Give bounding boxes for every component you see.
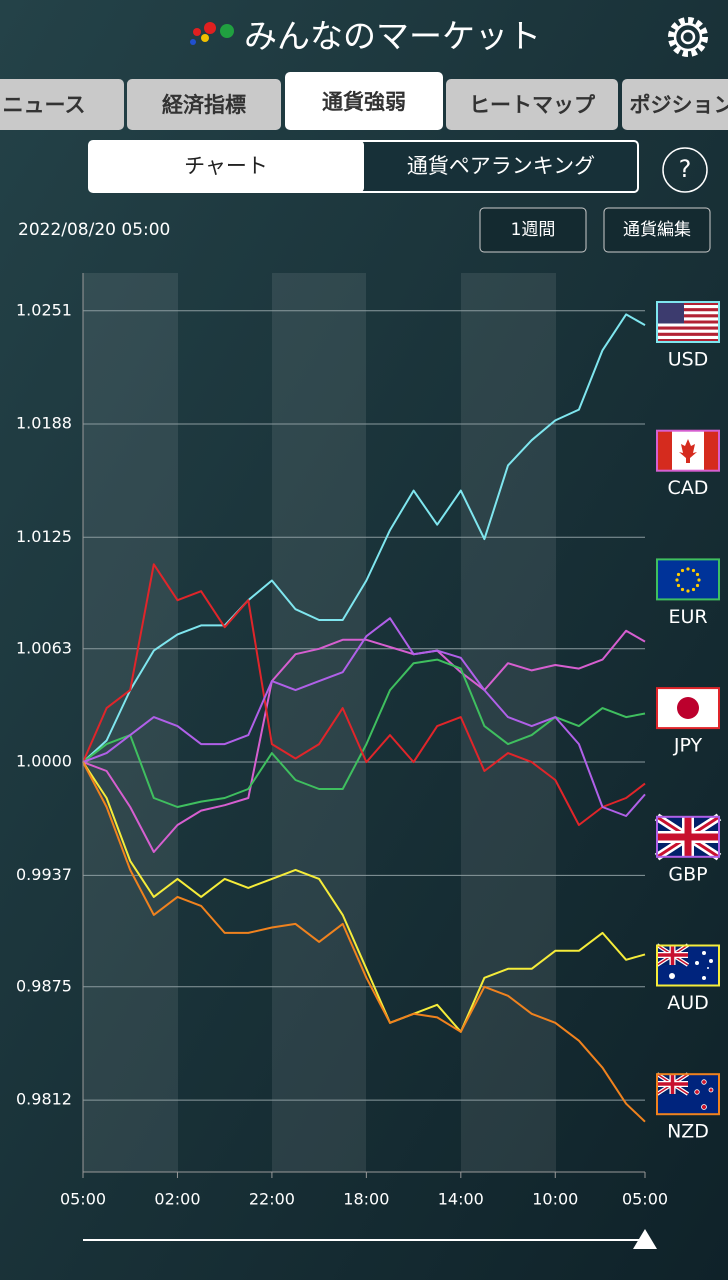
flag-border — [656, 815, 720, 858]
flag-aud — [657, 945, 719, 985]
flag-gbp — [657, 817, 719, 857]
x-tick-label: 05:00 — [622, 1190, 668, 1209]
tab-label[interactable]: 通貨強弱 — [322, 90, 406, 114]
period-button[interactable] — [479, 207, 587, 253]
series-line — [82, 629, 646, 853]
flag-border — [656, 429, 720, 472]
chart-bands — [83, 273, 556, 1172]
series-line — [82, 563, 646, 826]
flag-jpy — [657, 688, 719, 728]
tab-selected[interactable] — [285, 72, 443, 130]
x-tick-label: 14:00 — [438, 1190, 484, 1209]
button-label[interactable]: 1週間 — [511, 220, 556, 240]
y-tick-label: 1.0251 — [16, 300, 72, 319]
lines — [82, 313, 646, 1123]
flag-border — [656, 944, 720, 987]
tab[interactable] — [446, 79, 618, 130]
tab-label[interactable]: 経済指標 — [162, 93, 246, 117]
app-title: みんなのマーケット — [244, 17, 541, 56]
flag-border — [656, 1073, 720, 1116]
x-tick-label: 05:00 — [60, 1190, 106, 1209]
flag-border — [656, 687, 720, 730]
segment-label[interactable]: 通貨ペアランキング — [407, 154, 595, 178]
series-line — [82, 761, 646, 1123]
x-tick-label: 10:00 — [532, 1190, 578, 1209]
tab[interactable] — [622, 79, 728, 130]
segment-control: チャート 通貨ペアランキング ? — [88, 140, 708, 193]
segment-label[interactable]: チャート — [184, 154, 268, 178]
y-tick-label: 0.9937 — [16, 865, 72, 884]
x-tick-label: 22:00 — [249, 1190, 295, 1209]
tab[interactable] — [0, 79, 124, 130]
legend-label: AUD — [667, 992, 709, 1014]
settings-icon[interactable] — [668, 17, 708, 57]
slider-handle[interactable] — [633, 1229, 657, 1249]
tab[interactable] — [127, 79, 281, 130]
x-tick-label: 18:00 — [343, 1190, 389, 1209]
flag-eur — [657, 560, 719, 600]
header: みんなのマーケット — [190, 17, 708, 57]
tab-label[interactable]: ニュース — [3, 93, 86, 117]
y-tick-label: 1.0125 — [16, 527, 72, 546]
legend-label: USD — [668, 349, 709, 371]
y-tick-label: 1.0000 — [16, 752, 72, 771]
x-tick-label: 02:00 — [154, 1190, 200, 1209]
timestamp: 2022/08/20 05:00 — [18, 220, 170, 240]
flag-nzd — [657, 1074, 719, 1114]
tab-label[interactable]: ポジション — [630, 93, 728, 117]
y-tick-label: 0.9875 — [16, 976, 72, 995]
grid: 1.0251 1.0188 1.0125 1.0063 1.0000 0.9937 0.98… — [16, 300, 668, 1208]
series-line — [82, 617, 646, 817]
y-tick-label: 1.0063 — [16, 638, 72, 657]
flag-cad — [657, 431, 719, 471]
legend: USD CAD EUR JPY GBP AUD NZD — [656, 301, 720, 1143]
tab-label[interactable]: ヒートマップ — [469, 93, 596, 117]
edit-button[interactable] — [603, 207, 711, 253]
legend-label: JPY — [673, 735, 703, 757]
series-line — [82, 313, 646, 763]
tab-bar: ニュース 経済指標 通貨強弱 ヒートマップ ポジション — [0, 72, 728, 130]
flag-usd — [657, 301, 719, 343]
button-label[interactable]: 通貨編集 — [623, 220, 691, 240]
flag-border — [656, 558, 720, 601]
legend-label: NZD — [667, 1121, 709, 1143]
flag-border — [656, 301, 720, 343]
y-tick-label: 1.0188 — [16, 414, 72, 433]
y-tick-label: 0.9812 — [16, 1090, 72, 1109]
legend-label: EUR — [668, 606, 707, 628]
help-button[interactable] — [662, 147, 708, 193]
legend-label: GBP — [668, 863, 707, 885]
segment-selected[interactable] — [89, 141, 364, 192]
series-line — [82, 761, 646, 1033]
legend-label: CAD — [668, 477, 709, 499]
help-label[interactable]: ? — [679, 155, 692, 183]
